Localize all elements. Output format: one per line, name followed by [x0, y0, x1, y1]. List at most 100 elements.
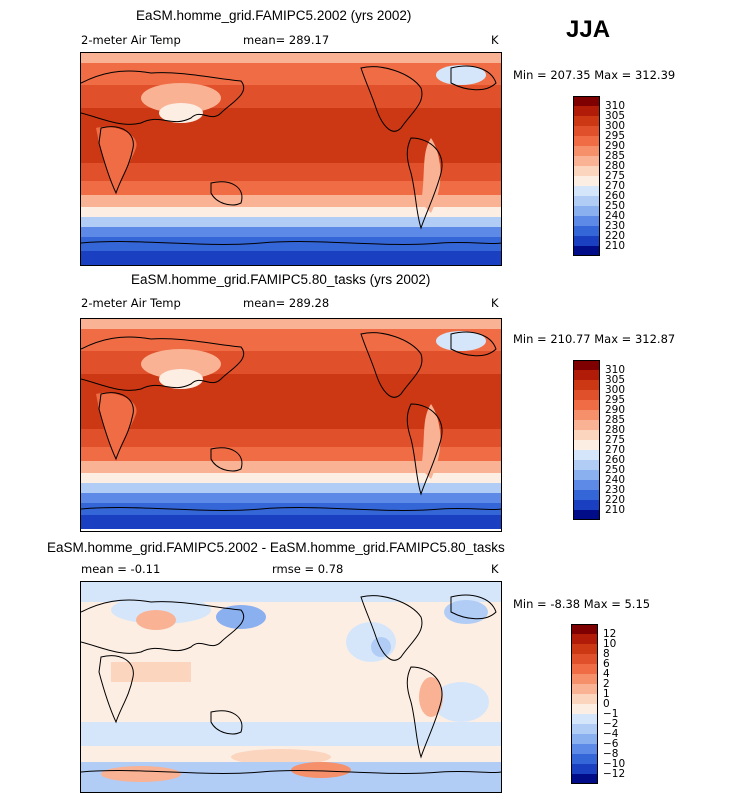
panel1-minmax: Min = 207.35 Max = 312.39 [513, 68, 676, 82]
colorbar-label: 270 [605, 180, 626, 192]
colorbar-cell [571, 644, 598, 654]
colorbar-label: 0 [603, 698, 610, 710]
colorbar-cell [573, 146, 600, 156]
colorbar-label: 240 [605, 474, 626, 486]
colorbar-cell [573, 126, 600, 136]
colorbar-label: 280 [605, 424, 626, 436]
panel1-variable: 2-meter Air Temp [81, 33, 181, 47]
panel1-title: EaSM.homme_grid.FAMIPC5.2002 (yrs 2002) [136, 8, 412, 23]
colorbar-label: 230 [605, 484, 626, 496]
colorbar-label: 250 [605, 464, 626, 476]
colorbar-cell [573, 400, 600, 410]
colorbar-label: 12 [603, 628, 617, 640]
colorbar-label: −12 [603, 768, 626, 780]
panel3-rmse: rmse = 0.78 [272, 562, 344, 576]
colorbar-cell [573, 156, 600, 166]
colorbar-cell [571, 774, 598, 784]
colorbar-label: −8 [603, 748, 619, 760]
colorbar-label: −6 [603, 738, 619, 750]
colorbar-label: 210 [605, 240, 626, 252]
colorbar-label: 270 [605, 444, 626, 456]
panel1-mean: mean= 289.17 [243, 33, 330, 47]
colorbar-cell [573, 480, 600, 490]
colorbar-cell [573, 226, 600, 236]
panel1-map [80, 52, 502, 266]
colorbar-cell [573, 470, 600, 480]
colorbar-label: 290 [605, 140, 626, 152]
colorbar-label: 290 [605, 404, 626, 416]
colorbar-cell [571, 684, 598, 694]
colorbar-label: 275 [605, 170, 626, 182]
colorbar-cell [571, 674, 598, 684]
colorbar-cell [573, 96, 600, 106]
colorbar-label: 220 [605, 230, 626, 242]
colorbar-label: 305 [605, 110, 626, 122]
panel3-title: EaSM.homme_grid.FAMIPC5.2002 - EaSM.homm… [47, 540, 505, 555]
colorbar-label: −1 [603, 708, 619, 720]
colorbar-label: 300 [605, 384, 626, 396]
colorbar-label: 295 [605, 130, 626, 142]
colorbar-cell [571, 694, 598, 704]
colorbar-label: 1 [603, 688, 610, 700]
colorbar-cell [571, 664, 598, 674]
colorbar-cell [573, 410, 600, 420]
colorbar-cell [571, 714, 598, 724]
colorbar-cell [573, 390, 600, 400]
colorbar-cell [571, 724, 598, 734]
colorbar-label: 6 [603, 658, 610, 670]
panel2-mean: mean= 289.28 [243, 296, 330, 310]
colorbar-label: 275 [605, 434, 626, 446]
colorbar-label: 305 [605, 374, 626, 386]
season-label: JJA [566, 16, 611, 43]
colorbar-label: −2 [603, 718, 619, 730]
panel3-minmax: Min = -8.38 Max = 5.15 [513, 597, 651, 611]
colorbar-label: 300 [605, 120, 626, 132]
panel3-map [80, 581, 502, 793]
colorbar-cell [573, 360, 600, 370]
colorbar-label: 8 [603, 648, 610, 660]
colorbar-label: 310 [605, 364, 626, 376]
panel2-units: K [491, 296, 499, 310]
colorbar-cell [573, 186, 600, 196]
colorbar-cell [571, 754, 598, 764]
panel3-units: K [491, 562, 499, 576]
colorbar-cell [573, 166, 600, 176]
panel2-title: EaSM.homme_grid.FAMIPC5.80_tasks (yrs 20… [131, 272, 431, 287]
panel2-map [80, 318, 502, 532]
colorbar-cell [573, 380, 600, 390]
colorbar-cell [573, 116, 600, 126]
panel3-mean: mean = -0.11 [81, 562, 161, 576]
panel3-field [81, 582, 501, 792]
colorbar-cell [573, 196, 600, 206]
colorbar-label: 310 [605, 100, 626, 112]
colorbar-label: 2 [603, 678, 610, 690]
colorbar-cell [571, 634, 598, 644]
colorbar-cell [573, 430, 600, 440]
colorbar-cell [573, 176, 600, 186]
colorbar-label: 10 [603, 638, 617, 650]
panel1-field [81, 53, 501, 265]
colorbar-label: 210 [605, 504, 626, 516]
colorbar-label: 280 [605, 160, 626, 172]
colorbar-cell [573, 460, 600, 470]
colorbar-cell [573, 370, 600, 380]
colorbar-label: −10 [603, 758, 626, 770]
colorbar-cell [573, 246, 600, 256]
colorbar-cell [573, 500, 600, 510]
colorbar-cell [571, 744, 598, 754]
colorbar-cell [573, 450, 600, 460]
panel2-minmax: Min = 210.77 Max = 312.87 [513, 332, 676, 346]
colorbar-label: 260 [605, 190, 626, 202]
colorbar-label: 285 [605, 150, 626, 162]
colorbar-cell [571, 764, 598, 774]
colorbar-label: −4 [603, 728, 619, 740]
colorbar-cell [571, 624, 598, 634]
colorbar-cell [573, 206, 600, 216]
panel1-units: K [491, 33, 499, 47]
colorbar-cell [573, 440, 600, 450]
colorbar-label: 285 [605, 414, 626, 426]
panel2-variable: 2-meter Air Temp [81, 296, 181, 310]
colorbar-cell [573, 510, 600, 520]
colorbar-cell [573, 106, 600, 116]
colorbar-label: 220 [605, 494, 626, 506]
